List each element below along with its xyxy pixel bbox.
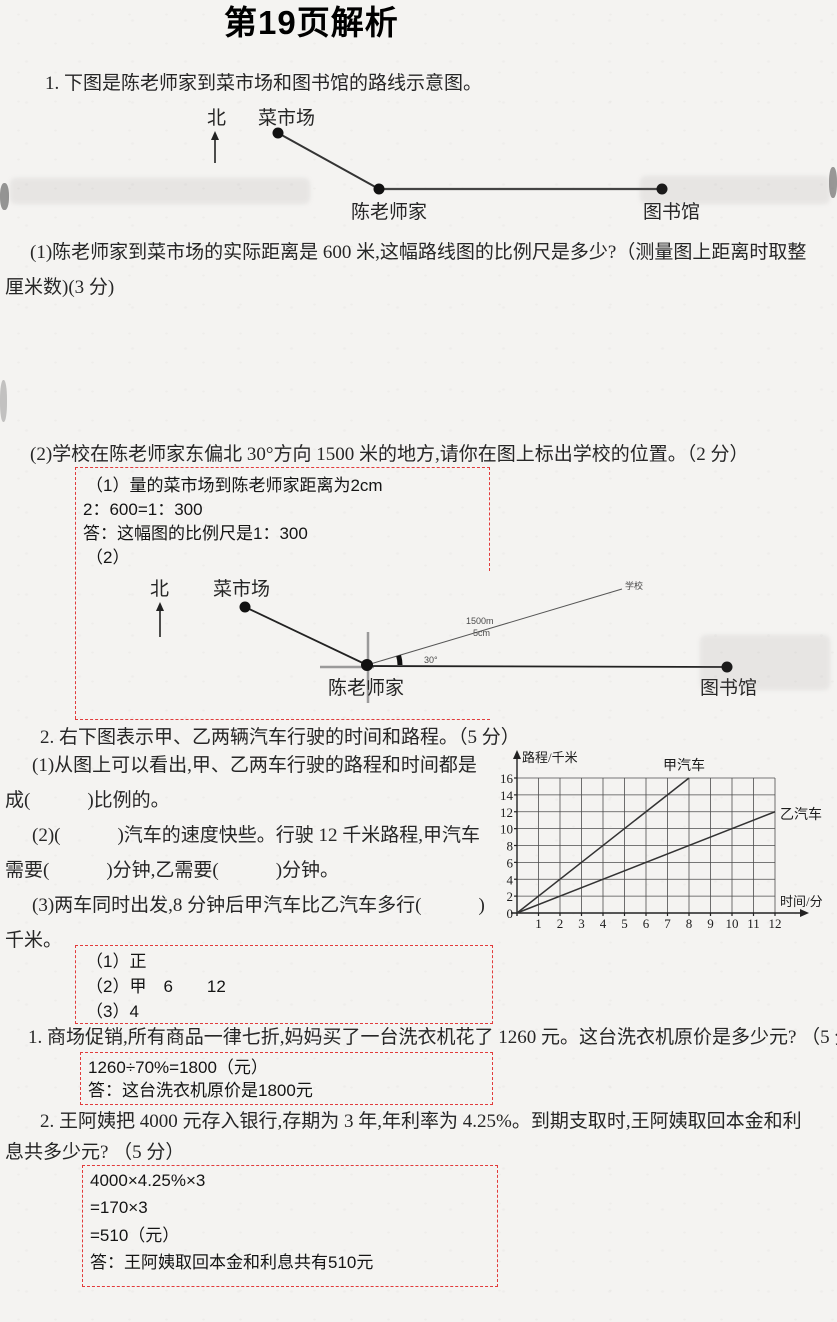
series-label-2: 乙汽车 xyxy=(780,806,822,823)
y-tick-label: 0 xyxy=(507,906,514,921)
x-tick-label: 8 xyxy=(686,916,693,931)
answer1-line2: 2：600=1：300 xyxy=(83,500,203,519)
answer-box1-border-bottom xyxy=(75,719,490,720)
x-tick-label: 3 xyxy=(578,916,585,931)
answer1-line1: （1）量的菜市场到陈老师家距离为2cm xyxy=(86,476,383,495)
school-label: 学校 xyxy=(625,580,643,591)
library-label: 图书馆 xyxy=(643,201,700,223)
library-dot xyxy=(721,661,733,673)
north-label: 北 xyxy=(207,107,226,129)
page-title: 第19页解析 xyxy=(224,4,399,41)
y-tick-label: 16 xyxy=(500,771,514,786)
series-label-1: 甲汽车 xyxy=(663,757,705,774)
series-line-2 xyxy=(516,811,776,914)
bleed-through-ghost xyxy=(640,176,830,204)
answer3-line1: 1260÷70%=1800（元） xyxy=(88,1058,268,1077)
y-tick-label: 8 xyxy=(507,839,514,854)
question2-sub2-line1: (2)( )汽车的速度快些。行驶 12 千米路程,甲汽车 xyxy=(32,825,481,846)
y-tick-label: 2 xyxy=(507,889,514,904)
answer2-line1: （1）正 xyxy=(86,952,147,971)
answer-box2 xyxy=(75,945,493,1024)
market-label: 菜市场 xyxy=(258,107,315,129)
y-axis-title: 路程/千米 xyxy=(522,750,578,765)
answer4-line3: =510（元） xyxy=(90,1226,180,1245)
angle-arc xyxy=(396,654,403,666)
y-tick-label: 12 xyxy=(500,805,513,820)
y-tick-label: 10 xyxy=(500,822,513,837)
x-axis-title: 时间/分 xyxy=(780,894,823,909)
question2-sub1-line2: 成( )比例的。 xyxy=(5,790,170,811)
question2-sub1-line1: (1)从图上可以看出,甲、乙两车行驶的路程和时间都是 xyxy=(32,755,477,776)
bleed-through-ghost xyxy=(10,178,310,204)
answer-box4 xyxy=(82,1165,498,1287)
question3-text: 1. 商场促销,所有商品一律七折,妈妈买了一台洗衣机花了 1260 元。这台洗衣… xyxy=(28,1027,837,1048)
answer2-line3: （3）4 xyxy=(86,1002,139,1021)
question1-sub2: (2)学校在陈老师家东偏北 30°方向 1500 米的地方,请你在图上标出学校的… xyxy=(30,444,749,465)
angle-label: 30° xyxy=(424,655,438,665)
home-label: 陈老师家 xyxy=(328,677,404,699)
answer-box1-border-right xyxy=(489,467,490,571)
market-label: 菜市场 xyxy=(213,578,270,600)
answer4-line2: =170×3 xyxy=(90,1198,148,1217)
market-home-road xyxy=(244,606,368,666)
scan-artifact xyxy=(0,183,9,210)
question2-sub2-line2: 需要( )分钟,乙需要( )分钟。 xyxy=(5,860,340,881)
north-arrow-head xyxy=(211,131,219,140)
x-tick-label: 6 xyxy=(643,916,650,931)
home-label: 陈老师家 xyxy=(351,201,427,223)
answer-box1-border-left xyxy=(75,467,76,719)
x-tick-label: 7 xyxy=(664,916,671,931)
scan-artifact xyxy=(0,380,7,422)
market-dot xyxy=(239,601,251,613)
question4-line1: 2. 王阿姨把 4000 元存入银行,存期为 3 年,年利率为 4.25%。到期… xyxy=(40,1111,802,1132)
series-line-1 xyxy=(516,777,690,914)
question2-text: 2. 右下图表示甲、乙两辆汽车行驶的时间和路程。（5 分） xyxy=(40,727,520,748)
question1-sub1-line1: (1)陈老师家到菜市场的实际距离是 600 米,这幅路线图的比例尺是多少?（测量… xyxy=(30,242,807,263)
x-tick-label: 2 xyxy=(557,916,564,931)
market-dot xyxy=(272,127,284,139)
map-distance-label: 5cm xyxy=(473,628,490,638)
y-axis-arrow xyxy=(513,750,521,759)
x-axis-arrow xyxy=(800,909,809,917)
question2-sub3-line2: 千米。 xyxy=(5,930,63,951)
x-tick-label: 5 xyxy=(621,916,628,931)
distance-label: 1500m xyxy=(466,616,494,626)
y-tick-label: 6 xyxy=(507,855,514,870)
scan-artifact xyxy=(829,167,837,198)
x-tick-label: 4 xyxy=(600,916,607,931)
north-arrow-head xyxy=(156,602,164,611)
home-school-line xyxy=(366,588,623,666)
x-tick-label: 12 xyxy=(769,916,782,931)
north-label: 北 xyxy=(150,578,169,600)
bleed-through-ghost xyxy=(700,635,830,690)
answer1-line4: （2） xyxy=(86,548,130,567)
question1-sub1-line2: 厘米数)(3 分) xyxy=(5,277,115,298)
x-tick-label: 1 xyxy=(535,916,542,931)
answer1-line3: 答：这幅图的比例尺是1：300 xyxy=(83,524,308,543)
answer-box1-border-top xyxy=(75,467,490,468)
x-tick-label: 10 xyxy=(726,916,739,931)
x-tick-label: 11 xyxy=(747,916,760,931)
question2-sub3-line1: (3)两车同时出发,8 分钟后甲汽车比乙汽车多行( ) xyxy=(32,895,485,916)
x-tick-label: 9 xyxy=(707,916,714,931)
home-dot xyxy=(373,183,385,195)
y-tick-label: 14 xyxy=(500,788,514,803)
market-home-road xyxy=(277,132,380,190)
library-dot xyxy=(656,183,668,195)
home-library-road xyxy=(366,665,728,668)
answer3-line2: 答：这台洗衣机原价是1800元 xyxy=(88,1081,313,1100)
library-label: 图书馆 xyxy=(700,677,757,699)
answer2-line2: （2）甲 6 12 xyxy=(86,977,226,996)
question4-line2: 息共多少元? （5 分） xyxy=(5,1142,185,1163)
answer-box3 xyxy=(80,1052,493,1105)
question1-text: 1. 下图是陈老师家到菜市场和图书馆的路线示意图。 xyxy=(45,73,483,94)
answer4-line1: 4000×4.25%×3 xyxy=(90,1171,206,1190)
home-dot xyxy=(361,659,373,671)
y-tick-label: 4 xyxy=(507,872,514,887)
answer4-line4: 答：王阿姨取回本金和利息共有510元 xyxy=(90,1253,374,1272)
